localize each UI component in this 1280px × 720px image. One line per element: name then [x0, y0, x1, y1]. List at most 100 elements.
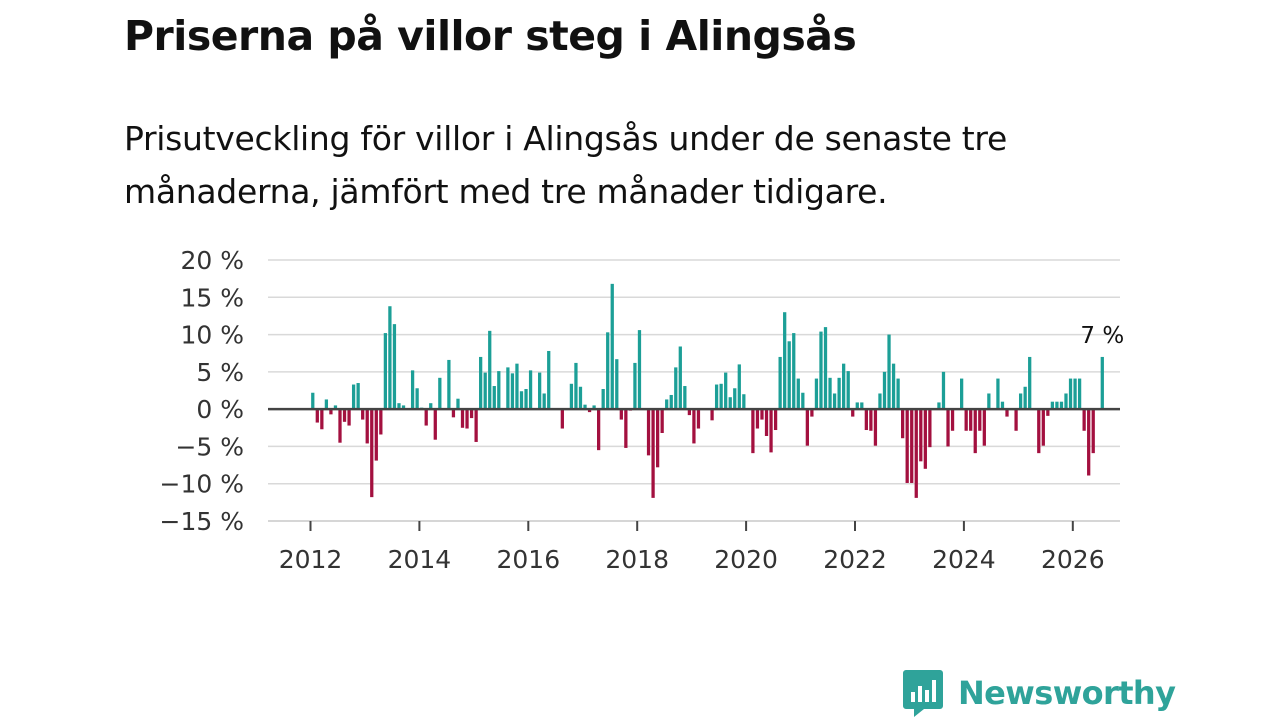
bar [515, 363, 519, 410]
bar [1077, 378, 1082, 410]
y-tick-label: 10 % [180, 321, 244, 350]
bar [1091, 409, 1095, 454]
bar [837, 377, 841, 410]
bar [896, 378, 900, 410]
bar [365, 409, 369, 444]
bar [606, 332, 610, 410]
bar [497, 371, 501, 410]
bar [524, 389, 528, 410]
bar [488, 330, 492, 410]
bar [447, 359, 451, 410]
bar [315, 409, 319, 423]
bar [914, 409, 918, 498]
bar [755, 409, 760, 429]
bar [982, 409, 986, 446]
bar [542, 393, 546, 410]
bar [528, 370, 533, 410]
bar [1037, 409, 1041, 454]
bar [810, 409, 814, 417]
y-tick-label: 20 % [180, 246, 244, 275]
bar [333, 405, 338, 410]
y-tick-label: 0 % [196, 395, 244, 424]
bar [832, 393, 837, 410]
bar [969, 409, 973, 431]
bar [1100, 356, 1104, 410]
bar [1055, 401, 1059, 410]
x-tick-label: 2014 [388, 545, 452, 574]
bar [1014, 409, 1018, 431]
bar [987, 393, 991, 410]
bar [1068, 378, 1073, 410]
bar [678, 346, 682, 410]
bar [547, 350, 551, 410]
newsworthy-logo-text: Newsworthy [958, 674, 1176, 712]
bar [492, 386, 496, 410]
bar [1023, 386, 1027, 410]
bar [633, 362, 637, 410]
bar [329, 409, 333, 415]
bar [851, 409, 855, 417]
bar [905, 409, 909, 483]
bar [660, 409, 664, 433]
bar [624, 409, 628, 448]
bar [887, 334, 891, 410]
bar [819, 331, 823, 410]
bar [823, 327, 828, 410]
chart-subtitle: Prisutveckling för villor i Alingsås und… [124, 119, 1007, 211]
bar [615, 359, 619, 410]
bar [383, 333, 388, 410]
bar [619, 409, 623, 420]
bar [787, 341, 791, 410]
bar [1005, 409, 1009, 417]
bar [1050, 401, 1055, 410]
bar [479, 356, 483, 410]
bar [474, 409, 478, 442]
bar [351, 384, 356, 410]
bar [460, 409, 465, 428]
bar [696, 409, 701, 429]
bar [919, 409, 923, 462]
bar [855, 402, 859, 410]
bar [873, 409, 878, 446]
x-tick-label: 2018 [605, 545, 669, 574]
bar [783, 312, 787, 410]
bar [410, 370, 415, 410]
gridlines [268, 259, 1120, 522]
bar [342, 409, 347, 422]
bar [669, 394, 673, 410]
bar [587, 409, 592, 413]
bar [928, 409, 932, 448]
x-tick-label: 2016 [496, 545, 560, 574]
bar [506, 367, 510, 410]
bar [519, 391, 524, 410]
bar [1073, 378, 1077, 410]
bar [878, 393, 882, 410]
newsworthy-logo[interactable]: Newsworthy [902, 668, 1176, 718]
bar [687, 409, 692, 416]
bar [674, 367, 678, 410]
y-tick-label: 15 % [180, 283, 244, 312]
bar [356, 383, 360, 410]
bar [469, 409, 474, 419]
bar [578, 386, 583, 410]
bar [1082, 409, 1086, 431]
bar [733, 388, 737, 410]
y-axis: 20 % 15 % 10 % 5 % 0 % −5 % −10 % −15 % [160, 246, 244, 536]
bar [724, 372, 728, 410]
bar [1087, 409, 1091, 476]
bar [683, 386, 687, 410]
bar [846, 371, 850, 410]
bar [796, 378, 800, 410]
bar [392, 324, 397, 410]
bar [388, 306, 392, 410]
bar [597, 409, 601, 451]
bar [438, 377, 442, 410]
bar [728, 397, 732, 410]
bar [569, 383, 574, 410]
bars [311, 283, 1104, 498]
bar [574, 362, 578, 410]
bar [311, 392, 315, 410]
bar [801, 392, 805, 410]
bar [960, 378, 964, 410]
bar [361, 409, 365, 420]
